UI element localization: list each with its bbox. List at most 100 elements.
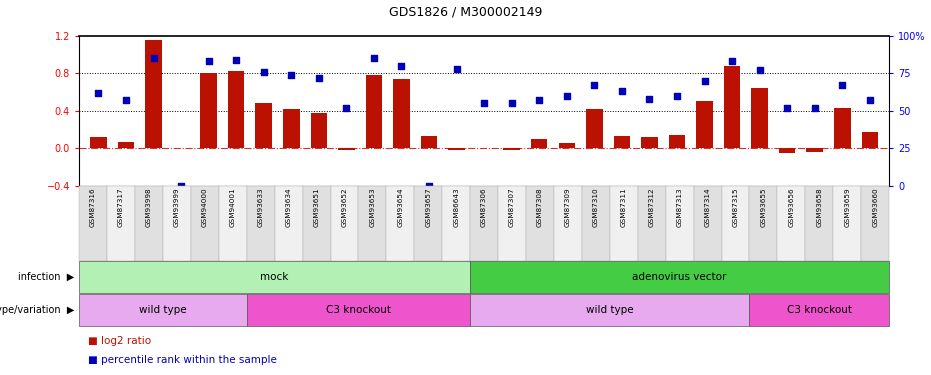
Text: GSM93653: GSM93653 bbox=[370, 188, 375, 228]
Bar bbox=[79, 261, 470, 292]
Bar bbox=[723, 66, 740, 148]
Bar bbox=[311, 113, 327, 148]
Point bbox=[835, 82, 850, 88]
Bar bbox=[554, 186, 582, 261]
Bar bbox=[191, 186, 219, 261]
Bar bbox=[421, 136, 438, 148]
Text: GDS1826 / M300002149: GDS1826 / M300002149 bbox=[389, 6, 542, 19]
Bar bbox=[414, 186, 442, 261]
Point bbox=[807, 105, 822, 111]
Bar bbox=[117, 141, 134, 148]
Text: C3 knockout: C3 knockout bbox=[326, 305, 391, 315]
Bar bbox=[504, 148, 519, 150]
Text: GSM93651: GSM93651 bbox=[314, 188, 319, 228]
Point bbox=[614, 88, 629, 94]
Point bbox=[505, 100, 519, 106]
Bar bbox=[247, 186, 275, 261]
Bar bbox=[442, 186, 470, 261]
Bar bbox=[666, 186, 694, 261]
Bar bbox=[107, 186, 135, 261]
Point bbox=[201, 58, 216, 64]
Point bbox=[532, 97, 546, 103]
Text: genotype/variation  ▶: genotype/variation ▶ bbox=[0, 305, 74, 315]
Bar bbox=[338, 148, 355, 150]
Bar bbox=[366, 75, 383, 148]
Bar bbox=[614, 136, 630, 148]
Point bbox=[642, 96, 657, 102]
Bar bbox=[805, 186, 833, 261]
Point bbox=[587, 82, 601, 88]
Text: ■ percentile rank within the sample: ■ percentile rank within the sample bbox=[88, 355, 277, 364]
Bar bbox=[749, 186, 777, 261]
Bar bbox=[834, 108, 851, 148]
Text: GSM87316: GSM87316 bbox=[90, 188, 96, 228]
Text: GSM93655: GSM93655 bbox=[761, 188, 766, 228]
Point bbox=[669, 93, 684, 99]
Point bbox=[780, 105, 795, 111]
Point bbox=[146, 55, 161, 61]
Bar bbox=[219, 186, 247, 261]
Bar bbox=[228, 71, 245, 148]
Point bbox=[477, 100, 492, 106]
Point bbox=[862, 97, 877, 103]
Bar bbox=[79, 294, 247, 326]
Bar bbox=[275, 186, 303, 261]
Text: GSM87317: GSM87317 bbox=[118, 188, 124, 228]
Point bbox=[449, 66, 464, 72]
Bar bbox=[749, 294, 889, 326]
Bar bbox=[393, 79, 410, 148]
Bar bbox=[638, 186, 666, 261]
Bar bbox=[610, 186, 638, 261]
Point bbox=[229, 57, 244, 63]
Bar bbox=[559, 143, 575, 148]
Point bbox=[560, 93, 574, 99]
Text: GSM94000: GSM94000 bbox=[202, 188, 208, 228]
Bar bbox=[145, 40, 162, 148]
Bar bbox=[582, 186, 610, 261]
Text: ■ log2 ratio: ■ log2 ratio bbox=[88, 336, 152, 346]
Text: GSM93654: GSM93654 bbox=[398, 188, 403, 228]
Bar bbox=[777, 186, 805, 261]
Text: GSM93999: GSM93999 bbox=[174, 188, 180, 228]
Bar bbox=[586, 109, 602, 148]
Point bbox=[91, 90, 106, 96]
Text: GSM93660: GSM93660 bbox=[872, 188, 878, 228]
Text: GSM86643: GSM86643 bbox=[453, 188, 459, 228]
Text: GSM87306: GSM87306 bbox=[481, 188, 487, 228]
Bar bbox=[79, 186, 107, 261]
Bar bbox=[358, 186, 386, 261]
Point bbox=[724, 58, 739, 64]
Text: mock: mock bbox=[261, 272, 289, 282]
Text: wild type: wild type bbox=[139, 305, 187, 315]
Text: GSM87312: GSM87312 bbox=[649, 188, 654, 228]
Bar bbox=[861, 132, 878, 148]
Text: infection  ▶: infection ▶ bbox=[19, 272, 74, 282]
Text: GSM87307: GSM87307 bbox=[509, 188, 515, 228]
Text: GSM93656: GSM93656 bbox=[789, 188, 794, 228]
Point bbox=[394, 63, 409, 69]
Point bbox=[697, 78, 712, 84]
Bar bbox=[498, 186, 526, 261]
Point bbox=[284, 72, 299, 78]
Bar bbox=[696, 101, 713, 148]
Text: GSM93633: GSM93633 bbox=[258, 188, 263, 228]
Text: GSM93658: GSM93658 bbox=[816, 188, 822, 228]
Text: GSM94001: GSM94001 bbox=[230, 188, 236, 228]
Bar bbox=[722, 186, 749, 261]
Point bbox=[422, 183, 437, 189]
Bar bbox=[303, 186, 331, 261]
Text: wild type: wild type bbox=[586, 305, 634, 315]
Bar bbox=[779, 148, 795, 153]
Bar bbox=[641, 137, 657, 148]
Text: GSM87315: GSM87315 bbox=[733, 188, 738, 228]
Bar bbox=[833, 186, 861, 261]
Bar bbox=[200, 73, 217, 148]
Bar bbox=[163, 186, 191, 261]
Point bbox=[173, 183, 188, 189]
Point bbox=[752, 67, 767, 73]
Bar bbox=[668, 135, 685, 148]
Bar bbox=[90, 137, 107, 148]
Point bbox=[256, 69, 271, 75]
Text: GSM87313: GSM87313 bbox=[677, 188, 682, 228]
Bar bbox=[806, 148, 823, 152]
